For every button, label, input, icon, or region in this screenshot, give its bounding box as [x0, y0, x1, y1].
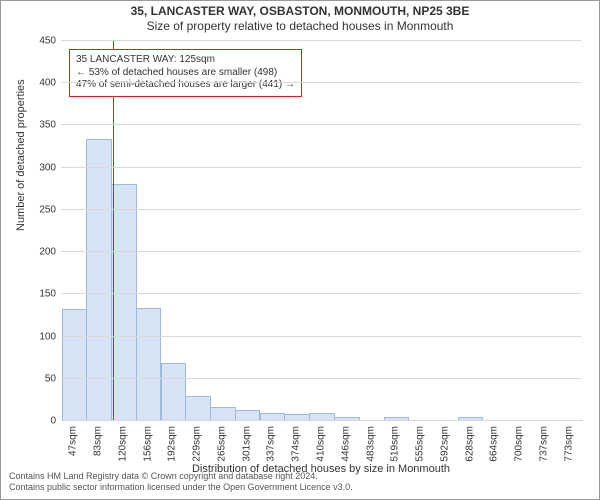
histogram-bar [210, 407, 236, 422]
gridline [61, 336, 581, 337]
x-tick-label: 592sqm [439, 426, 450, 462]
x-tick-label: 664sqm [489, 426, 500, 462]
x-tick-label: 773sqm [563, 426, 574, 462]
gridline [61, 82, 581, 83]
x-tick-label: 700sqm [514, 426, 525, 462]
x-tick-label: 555sqm [415, 426, 426, 462]
gridline [61, 293, 581, 294]
gridline [61, 167, 581, 168]
gridline [61, 420, 581, 421]
x-tick-label: 192sqm [167, 426, 178, 462]
annotation-box: 35 LANCASTER WAY: 125sqm← 53% of detache… [69, 49, 302, 97]
histogram-bar [185, 396, 211, 421]
y-tick-label: 250 [39, 204, 61, 215]
y-tick-label: 300 [39, 162, 61, 173]
page-subtitle: Size of property relative to detached ho… [1, 19, 599, 33]
y-tick-label: 200 [39, 247, 61, 258]
bars-layer [61, 41, 581, 421]
x-tick-label: 737sqm [538, 426, 549, 462]
gridline [61, 378, 581, 379]
gridline [61, 209, 581, 210]
x-tick-label: 628sqm [464, 426, 475, 462]
y-tick-label: 100 [39, 331, 61, 342]
x-tick-label: 374sqm [291, 426, 302, 462]
x-tick-label: 229sqm [192, 426, 203, 462]
y-tick-label: 400 [39, 78, 61, 89]
annotation-line: 47% of semi-detached houses are larger (… [76, 79, 295, 92]
x-tick-label: 519sqm [390, 426, 401, 462]
histogram-bar [111, 184, 137, 421]
property-marker-line [113, 41, 114, 421]
x-tick-label: 301sqm [241, 426, 252, 462]
histogram-bar [161, 363, 187, 421]
x-tick-label: 47sqm [68, 426, 79, 456]
x-tick-label: 83sqm [93, 426, 104, 456]
y-tick-label: 0 [50, 416, 61, 427]
x-tick-label: 446sqm [340, 426, 351, 462]
chart-plot-area: 35 LANCASTER WAY: 125sqm← 53% of detache… [61, 41, 581, 421]
x-tick-label: 337sqm [266, 426, 277, 462]
x-tick-label: 120sqm [117, 426, 128, 462]
annotation-line: ← 53% of detached houses are smaller (49… [76, 67, 295, 80]
page-title: 35, LANCASTER WAY, OSBASTON, MONMOUTH, N… [1, 4, 599, 18]
footer-line: Contains HM Land Registry data © Crown c… [9, 471, 353, 482]
footer-attribution: Contains HM Land Registry data © Crown c… [9, 471, 353, 494]
x-tick-label: 410sqm [316, 426, 327, 462]
y-tick-label: 50 [45, 373, 61, 384]
y-tick-label: 350 [39, 120, 61, 131]
histogram-bar [62, 309, 88, 421]
gridline [61, 40, 581, 41]
annotation-line: 35 LANCASTER WAY: 125sqm [76, 54, 295, 67]
y-tick-label: 450 [39, 36, 61, 47]
footer-line: Contains public sector information licen… [9, 482, 353, 493]
y-axis-label: Number of detached properties [15, 79, 27, 231]
y-tick-label: 150 [39, 289, 61, 300]
gridline [61, 251, 581, 252]
x-tick-label: 156sqm [142, 426, 153, 462]
x-tick-label: 483sqm [365, 426, 376, 462]
histogram-bar [136, 308, 162, 421]
gridline [61, 124, 581, 125]
x-tick-label: 265sqm [216, 426, 227, 462]
